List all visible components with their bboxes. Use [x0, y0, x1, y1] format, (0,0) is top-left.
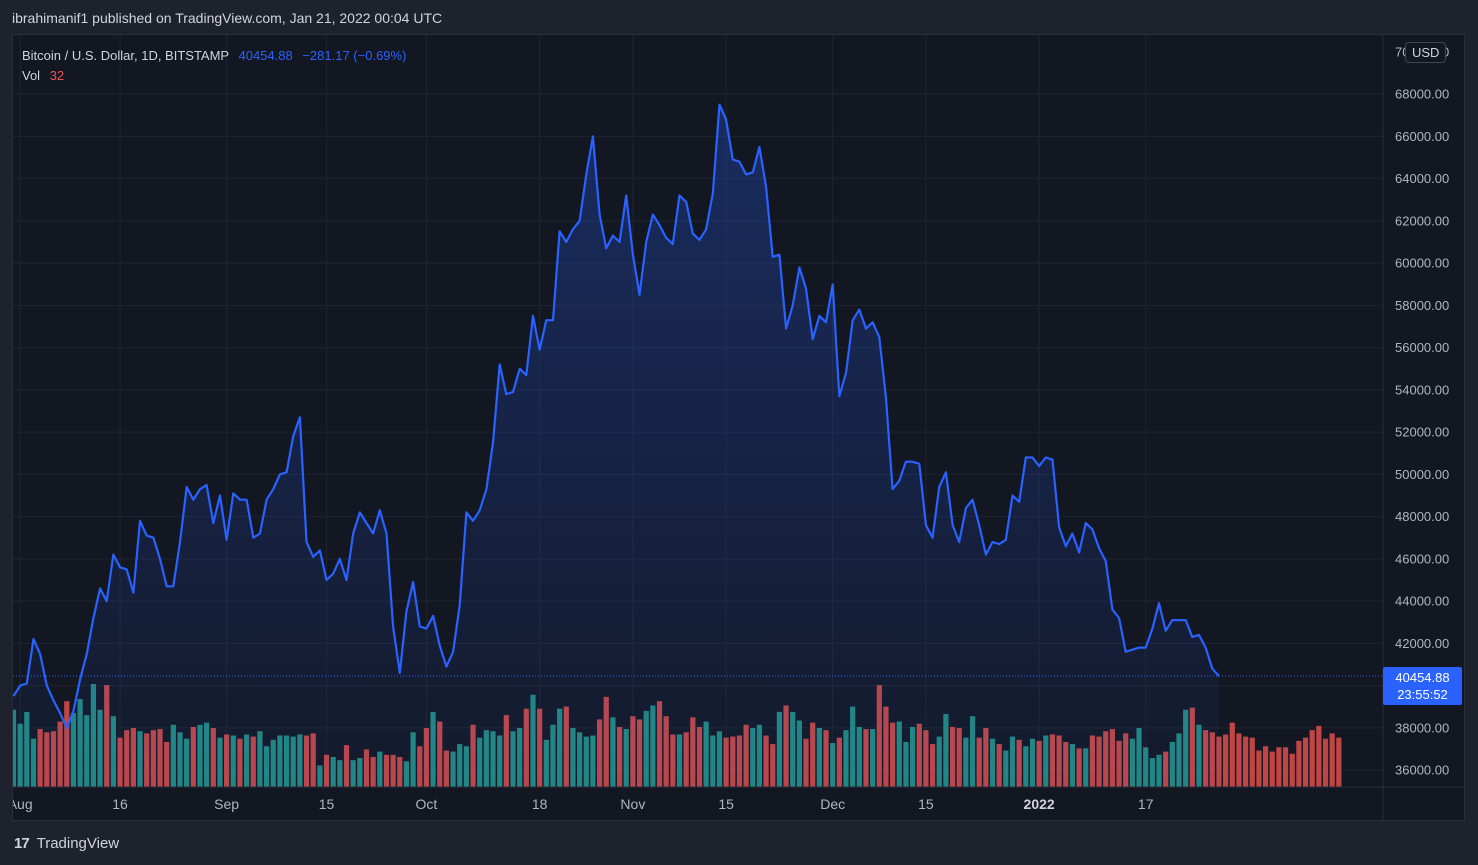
- price-axis-label: 60000.00: [1395, 256, 1449, 271]
- volume-bar: [1316, 725, 1322, 787]
- price-axis-label: 64000.00: [1395, 171, 1449, 186]
- volume-bar: [1289, 753, 1295, 787]
- price-axis-label: 42000.00: [1395, 636, 1449, 651]
- price-axis-label: 58000.00: [1395, 298, 1449, 313]
- price-axis-label: 56000.00: [1395, 340, 1449, 355]
- time-axis-label: 16: [112, 796, 128, 812]
- legend-symbol: Bitcoin / U.S. Dollar, 1D, BITSTAMP: [22, 48, 229, 63]
- chart-legend: Bitcoin / U.S. Dollar, 1D, BITSTAMP 4045…: [22, 46, 406, 86]
- volume-bar: [1243, 736, 1249, 787]
- price-axis-label: 50000.00: [1395, 467, 1449, 482]
- time-axis-label: 15: [718, 796, 734, 812]
- time-axis-label: 17: [1138, 796, 1154, 812]
- price-axis-label: 68000.00: [1395, 87, 1449, 102]
- legend-main-row: Bitcoin / U.S. Dollar, 1D, BITSTAMP 4045…: [22, 46, 406, 66]
- price-axis-label: 44000.00: [1395, 594, 1449, 609]
- volume-bar: [1256, 750, 1262, 787]
- volume-bar: [1336, 737, 1342, 787]
- volume-bar: [1309, 730, 1315, 787]
- time-axis-label: 15: [319, 796, 335, 812]
- legend-volume-value: 32: [49, 68, 65, 83]
- price-axis-label: 62000.00: [1395, 213, 1449, 228]
- price-line: [13, 103, 1220, 729]
- published-caption: ibrahimanif1 published on TradingView.co…: [12, 10, 443, 26]
- time-axis-label: 2022: [1024, 796, 1055, 812]
- price-chart[interactable]: 36000.0038000.0040000.0042000.0044000.00…: [13, 35, 1464, 820]
- volume-bar: [1249, 737, 1255, 787]
- price-axis-label: 52000.00: [1395, 425, 1449, 440]
- time-axis-label: Nov: [620, 796, 645, 812]
- last-price-tag: 40454.88 23:55:52: [1383, 667, 1462, 705]
- tradingview-brand[interactable]: 17 TradingView: [14, 835, 119, 852]
- time-axis-label: 15: [918, 796, 934, 812]
- time-axis-label: Oct: [416, 796, 438, 812]
- volume-bar: [1236, 733, 1242, 787]
- legend-volume-label: Vol: [22, 68, 41, 83]
- volume-bar: [1223, 734, 1229, 787]
- volume-bar: [1276, 747, 1282, 787]
- time-axis-label: 18: [532, 796, 548, 812]
- brand-name: TradingView: [36, 835, 120, 852]
- tradingview-logo-icon: 17: [14, 835, 30, 852]
- legend-last-price: 40454.88: [238, 48, 293, 63]
- chart-panel[interactable]: 36000.0038000.0040000.0042000.0044000.00…: [12, 34, 1465, 821]
- price-axis-label: 66000.00: [1395, 129, 1449, 144]
- volume-bar: [1269, 751, 1275, 787]
- volume-bar: [1296, 740, 1302, 787]
- volume-bar: [1322, 738, 1329, 787]
- price-axis-label: 48000.00: [1395, 509, 1449, 524]
- volume-bar: [1329, 733, 1335, 787]
- price-axis-label: 38000.00: [1395, 720, 1449, 735]
- price-area: [13, 104, 1219, 787]
- volume-bar: [1282, 747, 1289, 787]
- volume-bar: [1229, 722, 1235, 787]
- currency-button[interactable]: USD: [1405, 42, 1447, 63]
- time-axis-label: Aug: [13, 796, 33, 812]
- volume-bar: [1262, 746, 1269, 787]
- price-axis-label: 36000.00: [1395, 763, 1449, 778]
- legend-volume-row: Vol 32: [22, 66, 406, 86]
- price-axis-label: 54000.00: [1395, 382, 1449, 397]
- last-price-value: 40454.88: [1395, 670, 1450, 685]
- price-axis-label: 46000.00: [1395, 551, 1449, 566]
- time-axis-label: Dec: [820, 796, 845, 812]
- volume-bar: [1302, 737, 1309, 787]
- legend-change: −281.17 (−0.69%): [302, 48, 407, 63]
- time-axis-label: Sep: [214, 796, 239, 812]
- bar-countdown: 23:55:52: [1397, 687, 1448, 702]
